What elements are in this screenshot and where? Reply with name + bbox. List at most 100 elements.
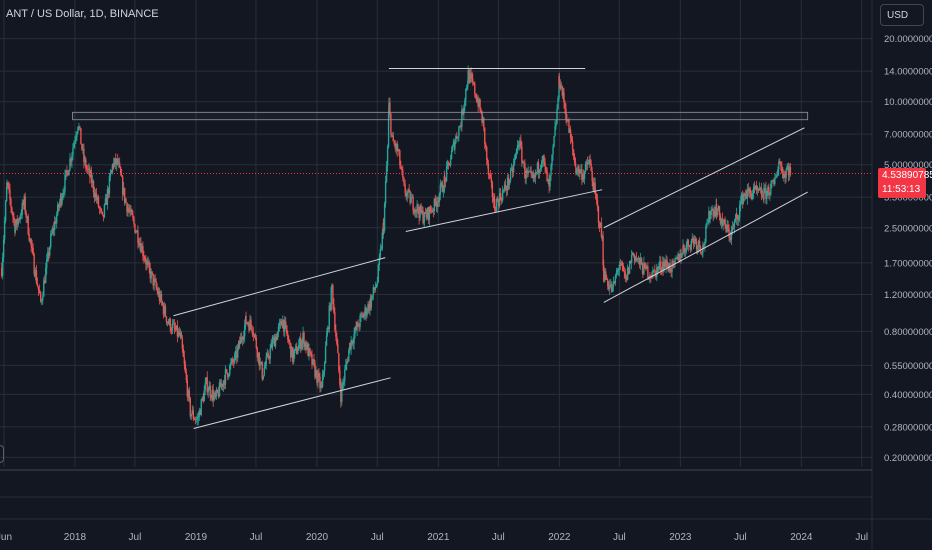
drawing-toolbar-handle[interactable]: [0, 445, 4, 463]
candle: [586, 156, 589, 171]
candle: [291, 345, 293, 358]
candle: [417, 203, 419, 214]
candle: [717, 204, 720, 212]
candle: [30, 237, 32, 252]
candle: [243, 319, 246, 343]
candle: [367, 300, 369, 314]
candle: [133, 215, 135, 227]
candle: [159, 290, 162, 303]
time-axis[interactable]: Jun 2018 Jul 2019 Jul 2020 Jul 2021 Jul 2022 Jul 20…: [0, 532, 868, 543]
candle: [21, 199, 23, 220]
candle: [571, 135, 574, 156]
candle: [495, 197, 498, 212]
candle: [306, 341, 308, 351]
candle: [92, 179, 95, 198]
candle: [138, 238, 140, 248]
candle: [115, 153, 117, 170]
candle: [144, 255, 146, 263]
candle: [348, 347, 350, 362]
candle: [570, 133, 573, 143]
candle: [622, 262, 625, 272]
candle: [589, 154, 591, 166]
candle: [784, 171, 786, 185]
price-axis[interactable]: 20.00000000 14.00000000 10.00000000 7.00000…: [884, 34, 932, 464]
candle: [752, 183, 755, 200]
candle: [535, 171, 538, 176]
candle: [245, 311, 247, 324]
candle: [334, 307, 336, 333]
candle: [253, 333, 256, 339]
candle: [332, 283, 334, 310]
candle: [400, 160, 402, 170]
candle: [698, 237, 701, 252]
drawings[interactable]: [0, 68, 872, 429]
x-tick-label: Jun: [0, 532, 12, 543]
candle: [9, 183, 11, 206]
candle: [525, 167, 527, 185]
candle: [433, 197, 436, 216]
candle: [466, 84, 468, 91]
candle: [547, 178, 549, 185]
candle: [623, 266, 626, 279]
candle: [382, 217, 385, 236]
candle: [65, 170, 67, 180]
candle: [643, 256, 645, 275]
candle: [409, 190, 411, 206]
candle: [8, 181, 10, 194]
candle: [134, 223, 136, 234]
candle: [479, 98, 481, 113]
currency-button[interactable]: USD: [880, 4, 924, 26]
candle: [456, 131, 458, 139]
trend-line: [193, 377, 391, 429]
y-tick-label: 0.80000000: [884, 327, 932, 338]
candle: [83, 143, 85, 169]
candle: [349, 342, 351, 351]
candle: [642, 269, 644, 279]
candle: [500, 197, 503, 205]
candle: [745, 190, 748, 199]
candle: [694, 236, 697, 245]
candle: [756, 185, 759, 196]
candle: [611, 286, 614, 293]
candle: [740, 192, 743, 205]
candle: [675, 255, 677, 259]
candle: [164, 303, 167, 318]
candle: [578, 164, 580, 178]
candle: [465, 88, 467, 106]
candle: [757, 187, 760, 193]
candle: [286, 325, 288, 336]
candle: [590, 159, 592, 172]
candle: [152, 273, 154, 290]
candle: [603, 259, 605, 283]
candle: [55, 217, 57, 225]
candle: [708, 206, 710, 226]
candle: [175, 325, 178, 331]
candle: [14, 224, 16, 234]
candle: [385, 160, 388, 184]
candle: [23, 193, 25, 210]
candle: [521, 141, 523, 167]
candle: [219, 379, 222, 388]
candle: [158, 287, 161, 305]
candle: [223, 375, 226, 390]
candle: [602, 231, 604, 271]
candle: [179, 328, 182, 340]
candle: [516, 140, 519, 155]
candle: [42, 291, 44, 305]
candle: [86, 164, 88, 174]
candle: [235, 346, 237, 361]
candle: [233, 358, 235, 368]
candle: [287, 330, 289, 343]
candle: [653, 269, 655, 273]
candle: [112, 163, 114, 173]
candle: [66, 165, 68, 177]
candle: [108, 172, 111, 198]
candle: [309, 347, 311, 357]
candle: [696, 245, 699, 255]
candle: [323, 360, 326, 377]
candle: [403, 177, 405, 187]
candle: [70, 157, 72, 166]
candle: [18, 216, 20, 223]
candle: [493, 193, 496, 212]
